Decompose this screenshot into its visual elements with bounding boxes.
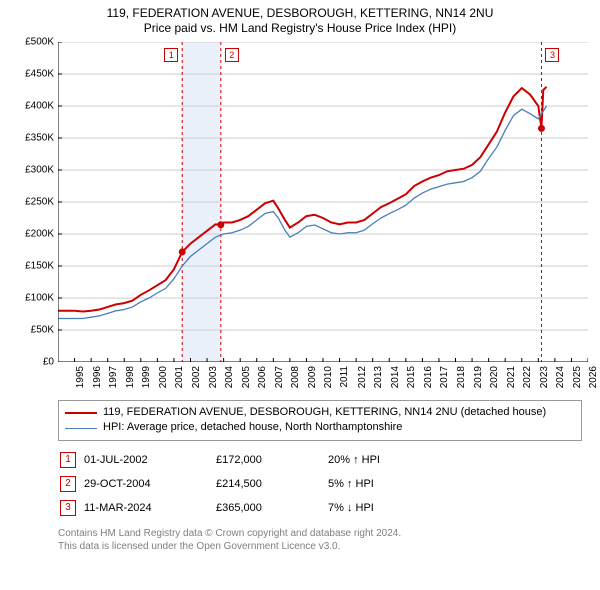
- attribution: Contains HM Land Registry data © Crown c…: [58, 527, 582, 553]
- x-tick-label: 2025: [572, 366, 583, 388]
- x-tick-label: 2017: [439, 366, 450, 388]
- sale-vs-hpi: 20% ↑ HPI: [328, 449, 448, 471]
- attribution-line: Contains HM Land Registry data © Crown c…: [58, 527, 582, 540]
- x-tick-label: 2002: [191, 366, 202, 388]
- legend-label: HPI: Average price, detached house, Nort…: [103, 420, 402, 435]
- y-tick-label: £150K: [10, 261, 54, 272]
- x-tick-label: 2009: [307, 366, 318, 388]
- y-tick-label: £100K: [10, 293, 54, 304]
- y-tick-label: £50K: [10, 325, 54, 336]
- sale-price: £365,000: [216, 497, 326, 519]
- x-tick-label: 2022: [522, 366, 533, 388]
- x-tick-label: 1999: [141, 366, 152, 388]
- legend-swatch: [65, 412, 97, 414]
- x-tick-label: 2006: [257, 366, 268, 388]
- y-tick-label: £0: [10, 357, 54, 368]
- chart-marker-badges: 1 2 3: [58, 42, 588, 362]
- chart-subtitle: Price paid vs. HM Land Registry's House …: [10, 21, 590, 36]
- y-tick-label: £200K: [10, 229, 54, 240]
- chart-title: 119, FEDERATION AVENUE, DESBOROUGH, KETT…: [10, 6, 590, 21]
- x-tick-label: 1995: [75, 366, 86, 388]
- sale-events-table: 1 01-JUL-2002£172,00020% ↑ HPI 2 29-OCT-200…: [58, 447, 450, 521]
- x-tick-label: 2015: [406, 366, 417, 388]
- x-tick-label: 2004: [224, 366, 235, 388]
- y-tick-label: £500K: [10, 37, 54, 48]
- x-tick-label: 1997: [108, 366, 119, 388]
- x-tick-label: 2026: [588, 366, 599, 388]
- chart-area: £0 £50K £100K £150K £200K £250K £300K £350K £400…: [10, 42, 590, 394]
- marker-badge: 2: [60, 476, 76, 492]
- legend-swatch: [65, 428, 97, 429]
- chart-marker-badge: 2: [225, 48, 239, 62]
- x-tick-label: 2019: [472, 366, 483, 388]
- page-root: 119, FEDERATION AVENUE, DESBOROUGH, KETT…: [0, 0, 600, 590]
- x-tick-label: 2013: [373, 366, 384, 388]
- y-axis-labels: £0£50K£100K£150K£200K£250K£300K£350K£400…: [10, 42, 54, 362]
- chart-marker-badge: 3: [545, 48, 559, 62]
- attribution-line: This data is licensed under the Open Gov…: [58, 540, 582, 553]
- sale-price: £172,000: [216, 449, 326, 471]
- x-tick-label: 2003: [207, 366, 218, 388]
- y-tick-label: £450K: [10, 69, 54, 80]
- sale-date: 01-JUL-2002: [84, 449, 214, 471]
- x-tick-label: 2024: [555, 366, 566, 388]
- x-tick-label: 2007: [274, 366, 285, 388]
- x-tick-label: 2016: [423, 366, 434, 388]
- x-tick-label: 1996: [91, 366, 102, 388]
- sale-vs-hpi: 5% ↑ HPI: [328, 473, 448, 495]
- x-tick-label: 2021: [505, 366, 516, 388]
- sale-date: 11-MAR-2024: [84, 497, 214, 519]
- x-tick-label: 2011: [339, 366, 350, 388]
- y-tick-label: £350K: [10, 133, 54, 144]
- x-tick-label: 2001: [174, 366, 185, 388]
- legend-item: HPI: Average price, detached house, Nort…: [65, 420, 575, 435]
- legend: 119, FEDERATION AVENUE, DESBOROUGH, KETT…: [58, 400, 582, 441]
- x-tick-label: 2008: [290, 366, 301, 388]
- x-tick-label: 2000: [158, 366, 169, 388]
- sale-price: £214,500: [216, 473, 326, 495]
- sale-event-row: 3 11-MAR-2024£365,0007% ↓ HPI: [60, 497, 448, 519]
- x-tick-label: 2023: [539, 366, 550, 388]
- legend-item: 119, FEDERATION AVENUE, DESBOROUGH, KETT…: [65, 405, 575, 420]
- x-axis-labels: 1995 1996 1997 1998 1999 2000 2001 2002 2003 2004…: [58, 362, 588, 394]
- sale-event-row: 2 29-OCT-2004£214,5005% ↑ HPI: [60, 473, 448, 495]
- sale-event-row: 1 01-JUL-2002£172,00020% ↑ HPI: [60, 449, 448, 471]
- sale-vs-hpi: 7% ↓ HPI: [328, 497, 448, 519]
- y-tick-label: £300K: [10, 165, 54, 176]
- x-tick-label: 2010: [323, 366, 334, 388]
- chart-marker-badge: 1: [164, 48, 178, 62]
- x-tick-label: 2014: [389, 366, 400, 388]
- x-tick-label: 2020: [489, 366, 500, 388]
- x-tick-label: 1998: [124, 366, 135, 388]
- x-tick-label: 2018: [456, 366, 467, 388]
- x-tick-label: 2012: [356, 366, 367, 388]
- y-tick-label: £400K: [10, 101, 54, 112]
- marker-badge: 1: [60, 452, 76, 468]
- y-tick-label: £250K: [10, 197, 54, 208]
- marker-badge: 3: [60, 500, 76, 516]
- x-tick-label: 2005: [240, 366, 251, 388]
- sale-date: 29-OCT-2004: [84, 473, 214, 495]
- legend-label: 119, FEDERATION AVENUE, DESBOROUGH, KETT…: [103, 405, 546, 420]
